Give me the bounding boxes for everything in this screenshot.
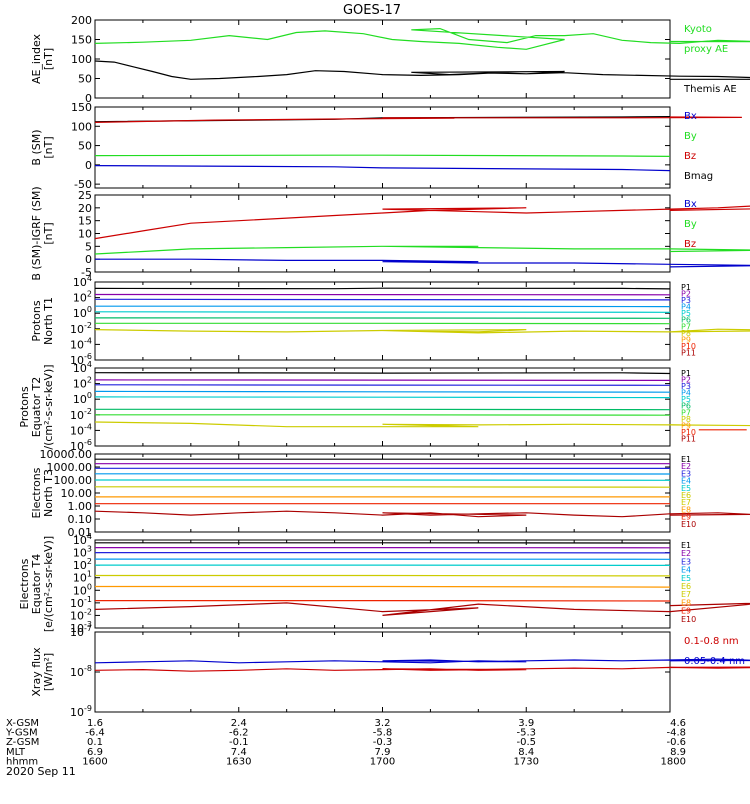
legend-entry: E10 — [681, 615, 696, 624]
y-tick-label: 102 — [73, 290, 92, 305]
y-tick-label: 0 — [85, 253, 92, 266]
y-axis-label: [nT] — [42, 222, 55, 244]
y-tick-label: 10-4 — [70, 336, 92, 351]
y-tick-label: 50 — [78, 73, 92, 86]
y-axis-label: /(cm²-s-sr-keV)] — [42, 364, 55, 449]
legend-entry: Kyoto — [684, 24, 712, 35]
series-line — [95, 391, 670, 392]
y-tick-label: 25 — [78, 189, 92, 202]
axis-row-value: 1600 — [82, 756, 107, 767]
series-line — [95, 117, 742, 122]
legend-entry: Bz — [684, 239, 696, 250]
series-line — [95, 246, 750, 254]
y-tick-label: 100 — [71, 120, 92, 133]
y-tick-label: 100 — [73, 305, 92, 320]
series-line — [95, 312, 670, 313]
panel-frame — [95, 632, 670, 712]
y-tick-label: 100 — [73, 391, 92, 406]
y-tick-label: 0.10 — [68, 513, 93, 526]
series-line — [95, 373, 670, 374]
legend-entry: By — [684, 219, 697, 230]
y-tick-label: 100.00 — [54, 474, 93, 487]
series-line — [95, 659, 750, 663]
y-tick-label: 10-2 — [70, 321, 92, 336]
legend-entry: Bz — [684, 151, 696, 162]
series-line — [95, 667, 750, 671]
plot-title: GOES-17 — [343, 3, 401, 18]
y-tick-label: 10-7 — [70, 624, 92, 639]
legend-entry: 0.05-0.4 nm — [684, 656, 745, 667]
y-tick-label: 150 — [71, 34, 92, 47]
y-axis-label: [W/m²] — [42, 653, 55, 691]
y-tick-label: 20 — [78, 202, 92, 215]
y-tick-label: 10-4 — [70, 422, 92, 437]
series-line — [95, 61, 750, 79]
panel-frame — [95, 20, 670, 98]
axis-row-value: 1800 — [661, 756, 686, 767]
series-line — [95, 385, 670, 386]
y-tick-label: 5 — [85, 240, 92, 253]
y-tick-label: 15 — [78, 215, 92, 228]
y-tick-label: 102 — [73, 376, 92, 391]
legend-entry: Bx — [684, 111, 697, 122]
y-tick-label: 10.00 — [61, 487, 93, 500]
series-line — [95, 166, 670, 171]
y-axis-label: [nT] — [42, 48, 55, 70]
y-tick-label: 50 — [78, 140, 92, 153]
series-line — [95, 397, 670, 398]
legend-entry: By — [684, 131, 697, 142]
series-line — [95, 422, 750, 427]
series-line — [95, 299, 670, 300]
y-axis-label: North T3 — [42, 469, 55, 517]
series-line — [95, 329, 750, 333]
series-line — [95, 205, 750, 238]
legend-entry: P11 — [681, 434, 696, 443]
series-line — [95, 603, 750, 616]
y-tick-label: 100 — [71, 53, 92, 66]
y-tick-label: 10-8 — [70, 664, 92, 679]
series-line — [95, 155, 670, 156]
axis-row-label: hhmm — [6, 756, 38, 767]
y-tick-label: 150 — [71, 101, 92, 114]
y-tick-label: 10-9 — [70, 704, 92, 719]
axis-row-value: 1630 — [226, 756, 251, 767]
y-axis-label: North T1 — [42, 297, 55, 345]
series-line — [95, 288, 670, 289]
legend-entry: E10 — [681, 520, 696, 529]
y-tick-label: 1.00 — [68, 500, 93, 513]
y-tick-label: 10 — [78, 228, 92, 241]
legend-entry: Themis AE — [683, 84, 737, 95]
series-line — [95, 259, 750, 267]
y-tick-label: 104 — [73, 360, 92, 375]
y-tick-label: 0 — [85, 159, 92, 172]
panel-frame — [95, 454, 670, 532]
axis-row-value: 1730 — [514, 756, 539, 767]
legend-entry: proxy AE — [684, 44, 728, 55]
y-axis-label: [e/(cm²-s-sr-keV)] — [42, 536, 55, 632]
axis-row-value: 1700 — [370, 756, 395, 767]
series-line — [95, 511, 750, 517]
y-axis-label: [nT] — [42, 136, 55, 158]
panel-frame — [95, 282, 670, 360]
y-tick-label: 10-2 — [70, 407, 92, 422]
legend-entry: P11 — [681, 348, 696, 357]
series-line — [95, 29, 750, 50]
series-line — [95, 380, 670, 381]
series-line — [95, 587, 670, 588]
legend-entry: 0.1-0.8 nm — [684, 636, 739, 647]
y-tick-label: 104 — [73, 274, 92, 289]
legend-entry: Bx — [684, 199, 697, 210]
y-tick-label: 200 — [71, 14, 92, 27]
y-tick-label: 10000.00 — [40, 448, 93, 461]
legend-entry: Bmag — [684, 171, 713, 182]
